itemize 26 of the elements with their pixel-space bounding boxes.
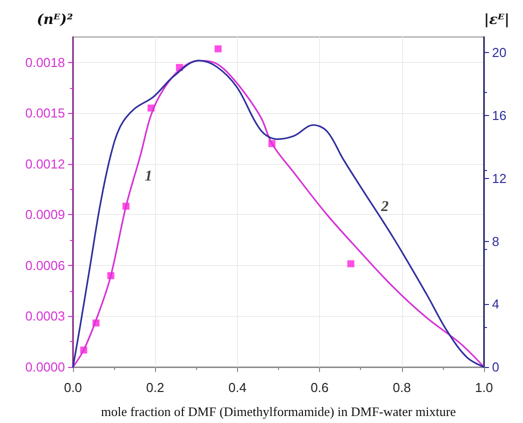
x-tick-label: 0.8 [392, 380, 411, 395]
y2-tick-label: 12 [492, 170, 506, 186]
y-axis-title: (nᴱ)² [36, 12, 73, 28]
y-tick-label: 0.0003 [25, 308, 65, 324]
y-tick-label: 0.0009 [25, 207, 65, 222]
y2-tick-label: 20 [492, 45, 506, 60]
x-tick-label: 0.2 [146, 380, 164, 395]
y2-tick-label: 16 [492, 108, 506, 124]
y2-tick-label: 8 [492, 234, 500, 249]
x-tick-label: 0.6 [310, 380, 329, 395]
y-tick-label: 0.0000 [25, 360, 65, 374]
x-axis-title: mole fraction of DMF (Dimethylformamide) in DMF-water mixture [101, 404, 456, 419]
annotation: 2 [380, 199, 390, 216]
y-tick-label: 0.0012 [25, 156, 65, 172]
x-tick-label: 1.0 [474, 380, 494, 395]
x-tick-label: 0.4 [228, 380, 246, 395]
annotation: 1 [144, 168, 152, 185]
y2-axis-title: |εᴱ| [484, 12, 510, 28]
y-tick-label: 0.0018 [25, 54, 65, 70]
y2-tick-label: 4 [492, 296, 500, 312]
point [214, 45, 222, 52]
x-tick-label: 0.0 [64, 380, 82, 395]
y2-tick-label: 0 [492, 360, 500, 374]
y-tick-label: 0.0006 [25, 258, 65, 273]
y-tick-label: 0.0015 [25, 106, 65, 121]
point [347, 260, 354, 268]
